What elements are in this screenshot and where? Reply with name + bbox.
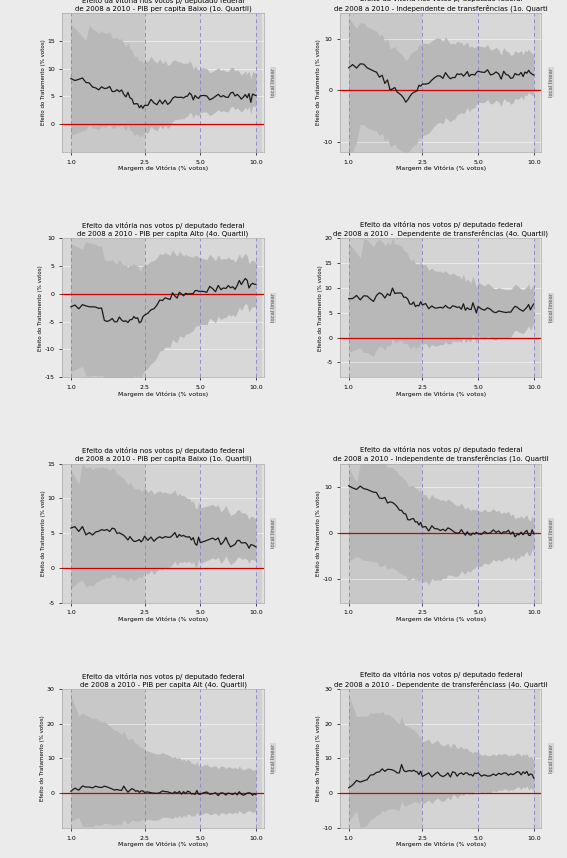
Bar [349,239,422,378]
Bar [331,239,349,378]
Bar [53,463,71,602]
Title: Efeito da vitória nos votos p/ deputado federal
de 2008 a 2010 - Independente de: Efeito da vitória nos votos p/ deputado … [333,446,549,462]
Bar [53,689,71,828]
X-axis label: Margem de Vitória (% votos): Margem de Vitória (% votos) [396,391,486,397]
Bar [71,463,145,602]
Y-axis label: Efeito do Tratamento (% votos): Efeito do Tratamento (% votos) [316,39,321,125]
X-axis label: Margem de Vitória (% votos): Margem de Vitória (% votos) [118,842,208,848]
X-axis label: Margem de Vitória (% votos): Margem de Vitória (% votos) [396,617,486,622]
Bar [349,13,422,152]
Bar [534,13,540,152]
Bar [478,463,534,602]
Bar [256,239,262,378]
Bar [71,239,145,378]
Y-axis label: Efeito do Tratamento (% votos): Efeito do Tratamento (% votos) [316,490,321,576]
Title: Efeito da vitória nos votos p/ deputado federal
de 2008 a 2010 - Dependente de t: Efeito da vitória nos votos p/ deputado … [334,671,548,687]
Bar [534,239,540,378]
Title: Efeito da vitória nos votos p/ deputado federal
de 2008 a 2010 - PIB per capita : Efeito da vitória nos votos p/ deputado … [75,0,251,12]
Y-axis label: Efeito do Tratamento (% votos): Efeito do Tratamento (% votos) [39,265,43,351]
Bar [331,689,349,828]
Bar [200,689,256,828]
X-axis label: Margem de Vitória (% votos): Margem de Vitória (% votos) [118,391,208,397]
Title: Efeito da vitória nos votos p/ deputado federal
de 2008 a 2010 -  Dependente de : Efeito da vitória nos votos p/ deputado … [333,221,548,237]
Bar [200,13,256,152]
Bar [256,689,262,828]
Bar [478,689,534,828]
Y-axis label: Efeito do Tratamento (% votos): Efeito do Tratamento (% votos) [41,39,45,125]
Bar [422,13,478,152]
Bar [534,463,540,602]
Text: local linear: local linear [548,68,553,97]
Bar [53,239,71,378]
Bar [145,463,200,602]
Bar [422,239,478,378]
Title: Efeito da vitória nos votos p/ deputado federal
de 2008 a 2010 - PIB per capita : Efeito da vitória nos votos p/ deputado … [79,673,247,687]
X-axis label: Margem de Vitória (% votos): Margem de Vitória (% votos) [118,166,208,172]
Bar [53,13,71,152]
Bar [422,463,478,602]
Title: Efeito da vitória nos votos p/ deputado federal
de 2008 a 2010 - PIB per capita : Efeito da vitória nos votos p/ deputado … [78,222,249,237]
Title: Efeito da vitória nos votos p/ deputado federal
de 2008 a 2010 - PIB per capita : Efeito da vitória nos votos p/ deputado … [75,447,251,462]
Text: local linear: local linear [548,518,553,547]
Bar [145,689,200,828]
Bar [71,689,145,828]
Bar [478,239,534,378]
Bar [349,689,422,828]
Text: local linear: local linear [548,293,553,323]
Bar [71,13,145,152]
Text: local linear: local linear [270,293,276,323]
X-axis label: Margem de Vitória (% votos): Margem de Vitória (% votos) [396,166,486,172]
Bar [422,689,478,828]
X-axis label: Margem de Vitória (% votos): Margem de Vitória (% votos) [396,842,486,848]
Bar [534,689,540,828]
Bar [200,239,256,378]
X-axis label: Margem de Vitória (% votos): Margem de Vitória (% votos) [118,617,208,622]
Y-axis label: Efeito do Tratamento (% votos): Efeito do Tratamento (% votos) [318,265,323,351]
Bar [256,13,262,152]
Text: local linear: local linear [270,68,276,97]
Bar [478,13,534,152]
Bar [145,13,200,152]
Text: local linear: local linear [270,518,276,547]
Title: Efeito da vitória nos votos p/ deputado federal
de 2008 a 2010 - Independente de: Efeito da vitória nos votos p/ deputado … [334,0,548,12]
Y-axis label: Efeito do Tratamento (% votos): Efeito do Tratamento (% votos) [41,490,45,576]
Text: local linear: local linear [548,744,553,773]
Bar [200,463,256,602]
Bar [331,463,349,602]
Y-axis label: Efeito do Tratamento (% votos): Efeito do Tratamento (% votos) [316,716,321,801]
Bar [145,239,200,378]
Bar [331,13,349,152]
Bar [349,463,422,602]
Bar [256,463,262,602]
Text: local linear: local linear [270,744,276,773]
Y-axis label: Efeito do Tratamento (% votos): Efeito do Tratamento (% votos) [40,716,45,801]
